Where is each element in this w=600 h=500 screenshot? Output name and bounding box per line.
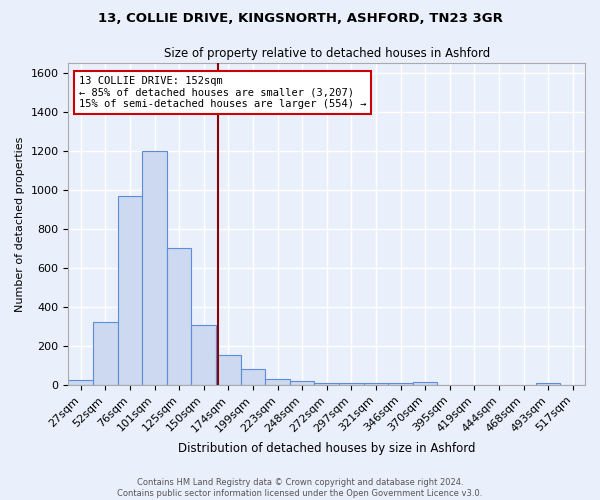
Bar [265,378,290,385]
Bar [93,322,118,385]
Bar [339,383,364,385]
X-axis label: Distribution of detached houses by size in Ashford: Distribution of detached houses by size … [178,442,475,455]
Y-axis label: Number of detached properties: Number of detached properties [15,136,25,312]
Text: 13 COLLIE DRIVE: 152sqm
← 85% of detached houses are smaller (3,207)
15% of semi: 13 COLLIE DRIVE: 152sqm ← 85% of detache… [79,76,366,109]
Bar [216,354,241,385]
Title: Size of property relative to detached houses in Ashford: Size of property relative to detached ho… [164,48,490,60]
Bar [388,383,413,385]
Bar [314,382,339,385]
Bar [167,248,191,385]
Bar [364,383,388,385]
Bar [191,326,216,385]
Text: Contains HM Land Registry data © Crown copyright and database right 2024.
Contai: Contains HM Land Registry data © Crown c… [118,478,482,498]
Bar [118,196,142,385]
Bar [290,381,314,385]
Bar [413,382,437,385]
Bar [536,382,560,385]
Text: 13, COLLIE DRIVE, KINGSNORTH, ASHFORD, TN23 3GR: 13, COLLIE DRIVE, KINGSNORTH, ASHFORD, T… [98,12,502,26]
Bar [68,380,93,385]
Bar [142,151,167,385]
Bar [241,370,265,385]
